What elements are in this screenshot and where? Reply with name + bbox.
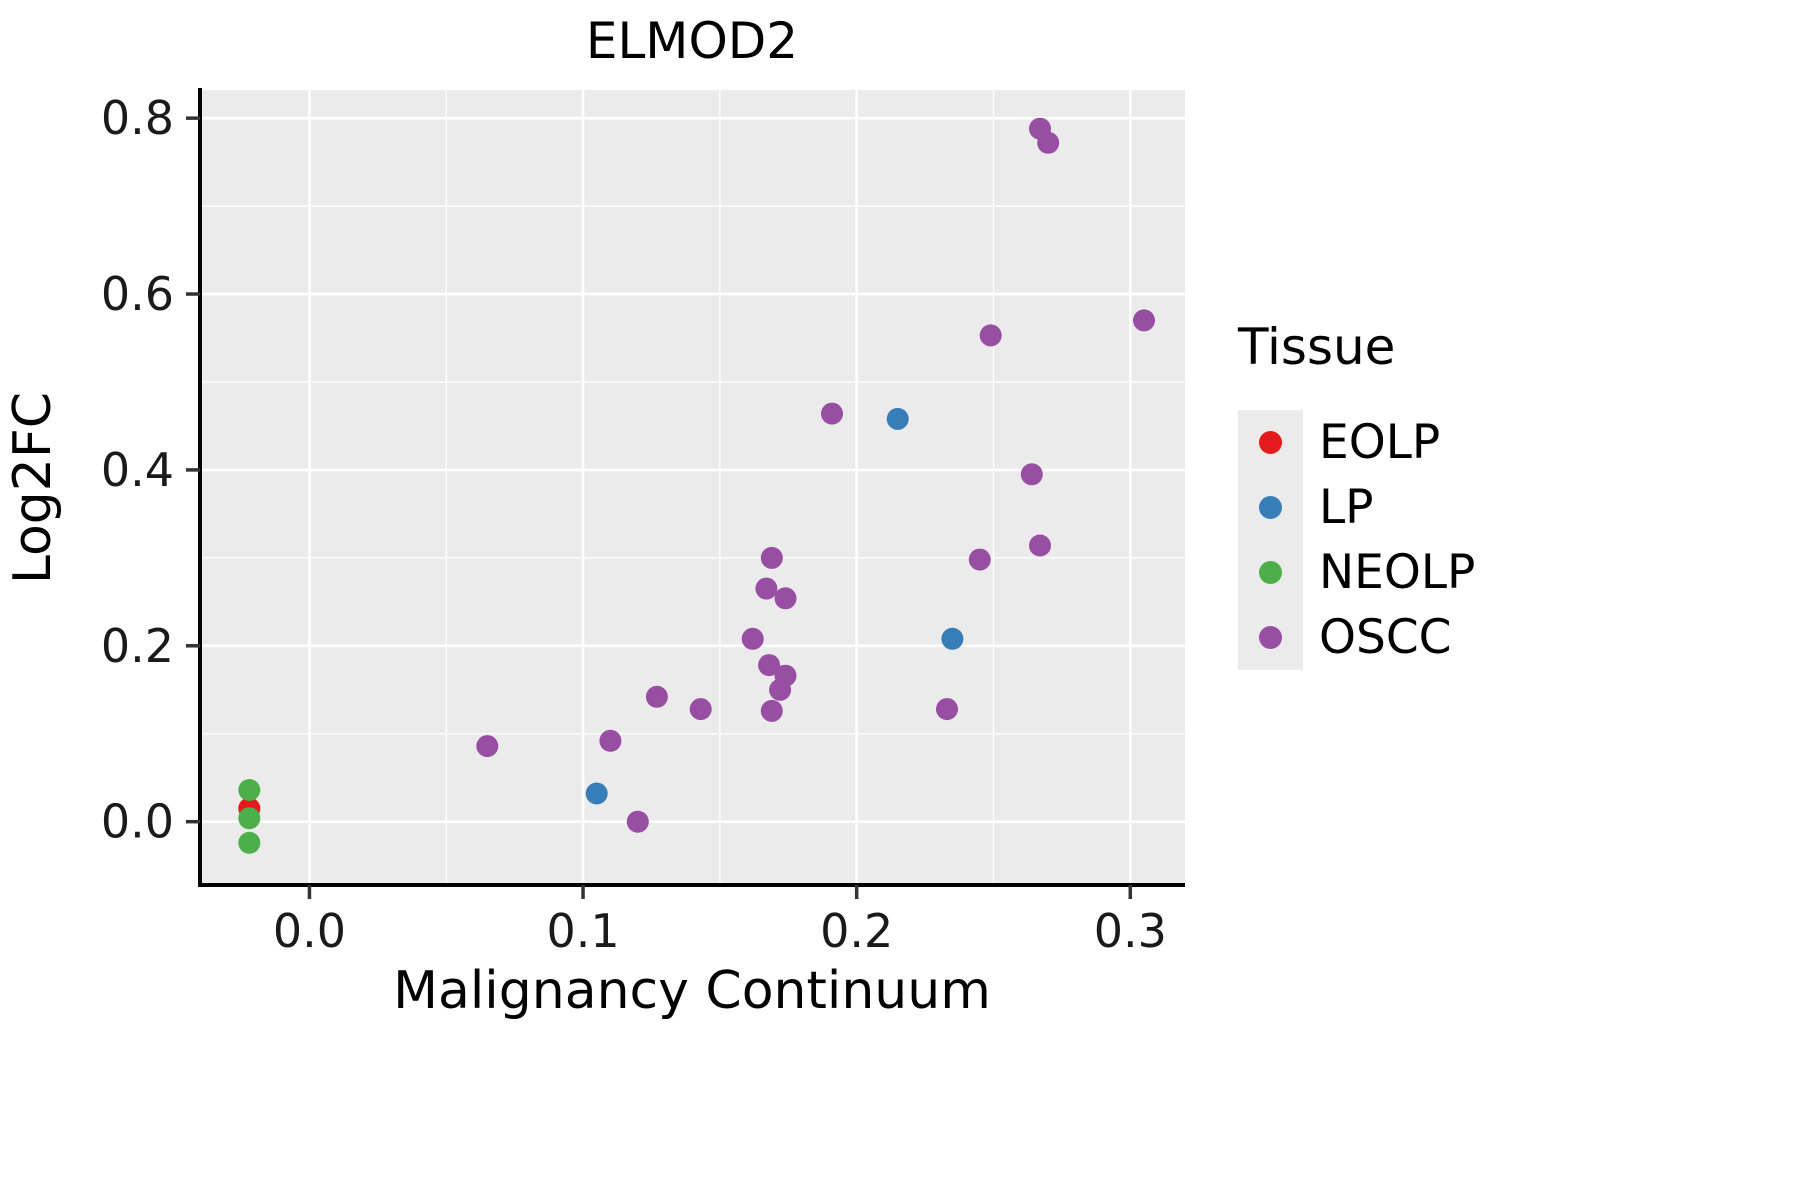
data-point-oscc [1037, 131, 1060, 154]
data-point-oscc [626, 810, 649, 833]
legend-key-neolp [1238, 540, 1303, 605]
data-point-oscc [1133, 309, 1155, 332]
x-tick-label: 0.2 [820, 904, 893, 958]
data-point-lp [941, 627, 964, 650]
legend-label: OSCC [1319, 610, 1452, 665]
data-point-oscc [476, 735, 499, 758]
legend-key-eolp [1238, 410, 1303, 475]
data-point-neolp [238, 831, 261, 854]
x-axis-label: Malignancy Continuum [393, 961, 991, 1021]
data-point-oscc [689, 698, 712, 721]
x-tick-label: 0.1 [546, 904, 619, 958]
data-point-neolp [238, 779, 261, 801]
legend-entries: EOLP LP NEOLP OSCC [1238, 410, 1475, 670]
x-tick-label: 0.3 [1094, 904, 1167, 958]
data-point-oscc [968, 548, 991, 571]
x-tick-label: 0.0 [273, 904, 346, 958]
data-point-oscc [821, 402, 843, 425]
data-point-lp [886, 407, 909, 430]
legend-dot-icon [1259, 626, 1282, 649]
data-point-oscc [1020, 463, 1043, 486]
legend-dot-icon [1259, 431, 1282, 454]
legend-title: Tissue [1238, 318, 1396, 376]
legend-entry-neolp: NEOLP [1238, 540, 1475, 605]
legend-key-lp [1238, 475, 1303, 540]
legend-key-oscc [1238, 605, 1303, 670]
data-point-oscc [599, 729, 622, 752]
legend-label: LP [1319, 480, 1374, 535]
plot-panel [200, 90, 1185, 885]
y-tick-label: 0.0 [101, 795, 174, 849]
y-tick-label: 0.4 [101, 443, 174, 497]
legend-label: NEOLP [1319, 545, 1476, 600]
data-point-oscc [741, 627, 764, 650]
data-point-oscc [760, 546, 783, 569]
data-point-oscc [774, 587, 797, 610]
legend-label: EOLP [1319, 415, 1441, 470]
data-point-oscc [936, 698, 958, 721]
chart-title: ELMOD2 [586, 12, 798, 70]
data-point-lp [585, 782, 608, 805]
data-point-oscc [758, 654, 781, 677]
data-point-oscc [645, 685, 668, 708]
data-point-oscc [979, 324, 1002, 347]
legend-entry-lp: LP [1238, 475, 1374, 540]
plot-panel-layer: 0.0 0.1 0.2 0.3 0.0 0.2 0.4 0.6 0.8 [101, 88, 1185, 958]
legend-entry-oscc: OSCC [1238, 605, 1451, 670]
legend-dot-icon [1259, 561, 1282, 584]
data-point-oscc [760, 699, 783, 722]
y-tick-label: 0.2 [101, 619, 174, 673]
data-point-neolp [238, 807, 261, 830]
data-point-oscc [769, 678, 792, 701]
y-tick-label: 0.8 [101, 91, 174, 145]
legend-dot-icon [1259, 496, 1282, 519]
y-axis-label: Log2FC [3, 392, 63, 584]
legend-entry-eolp: EOLP [1238, 410, 1440, 475]
y-tick-label: 0.6 [101, 267, 174, 321]
data-point-oscc [1029, 534, 1051, 557]
legend: Tissue EOLP LP NEOLP OSCC [1238, 318, 1475, 670]
data-point-oscc [755, 577, 778, 600]
